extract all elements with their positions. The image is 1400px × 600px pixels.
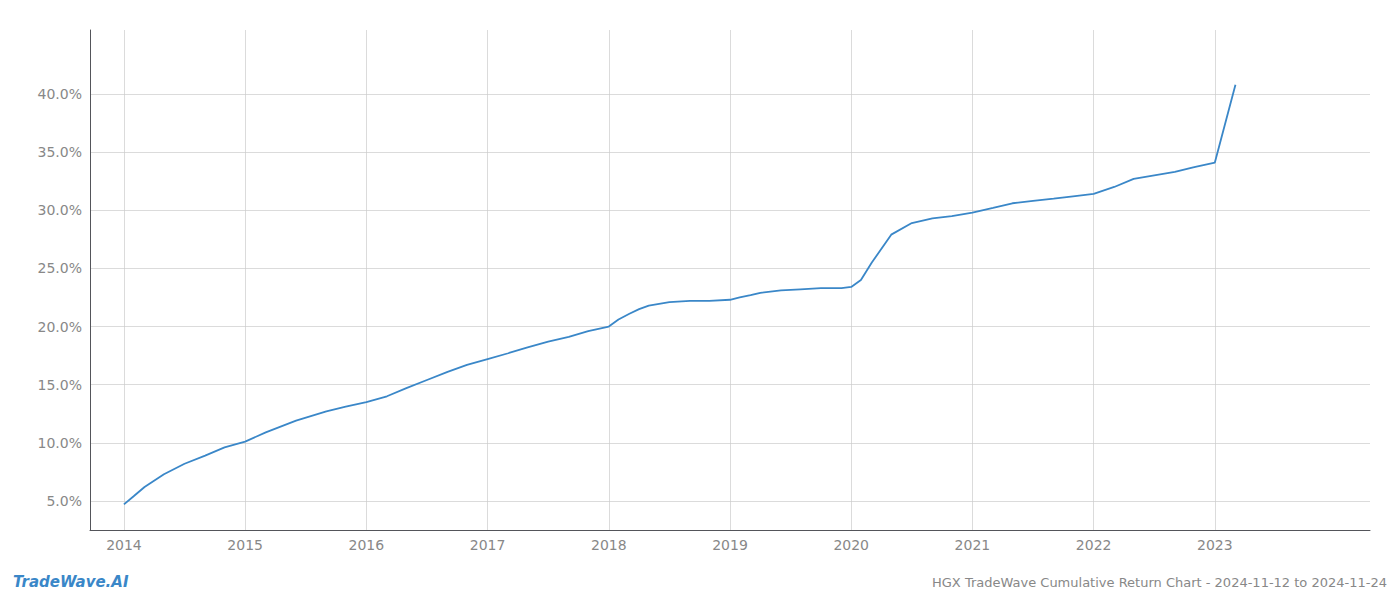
svg-text:2023: 2023	[1197, 537, 1233, 553]
svg-text:TradeWave.AI: TradeWave.AI	[13, 573, 129, 591]
svg-text:30.0%: 30.0%	[38, 202, 82, 218]
svg-text:2018: 2018	[591, 537, 627, 553]
svg-text:2017: 2017	[470, 537, 506, 553]
svg-text:5.0%: 5.0%	[46, 493, 82, 509]
svg-text:2019: 2019	[712, 537, 748, 553]
svg-text:2016: 2016	[349, 537, 385, 553]
svg-text:40.0%: 40.0%	[38, 86, 82, 102]
svg-text:2014: 2014	[106, 537, 142, 553]
svg-text:25.0%: 25.0%	[38, 260, 82, 276]
svg-text:10.0%: 10.0%	[38, 435, 82, 451]
svg-text:2021: 2021	[955, 537, 991, 553]
svg-text:15.0%: 15.0%	[38, 377, 82, 393]
svg-text:20.0%: 20.0%	[38, 319, 82, 335]
svg-text:35.0%: 35.0%	[38, 144, 82, 160]
svg-text:2015: 2015	[227, 537, 263, 553]
svg-text:HGX TradeWave Cumulative Retur: HGX TradeWave Cumulative Return Chart - …	[932, 575, 1387, 590]
svg-text:2020: 2020	[833, 537, 869, 553]
svg-text:2022: 2022	[1076, 537, 1112, 553]
